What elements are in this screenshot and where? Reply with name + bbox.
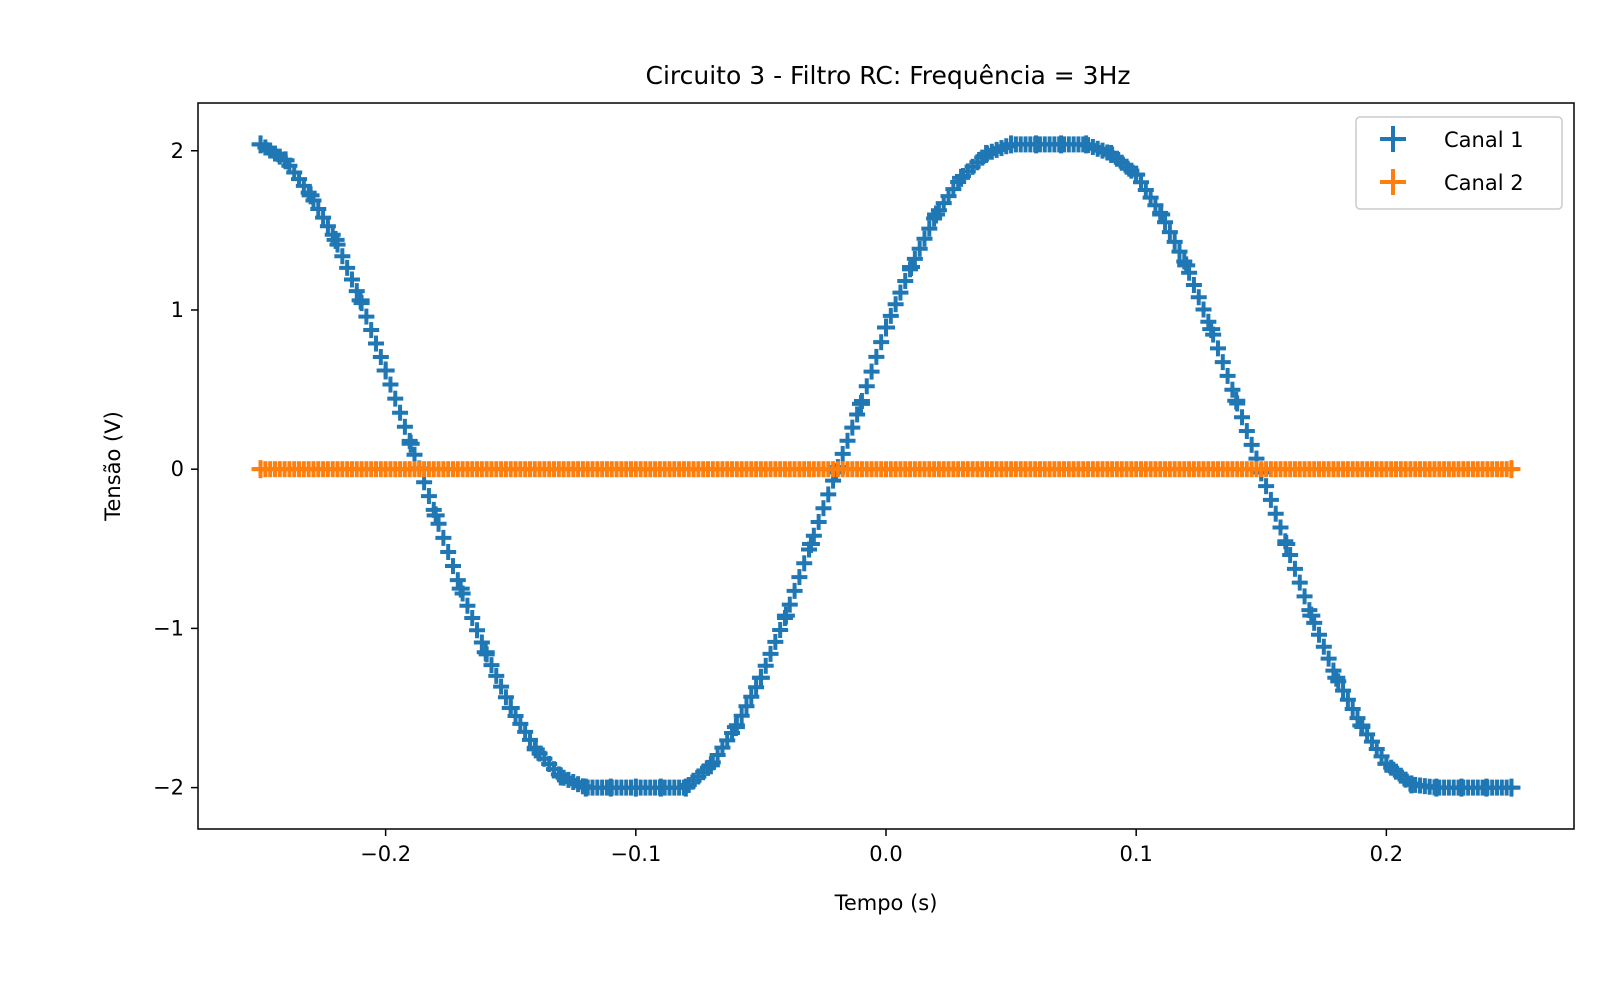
series-layer (251, 135, 1521, 797)
series-trace (252, 136, 1520, 796)
legend-entry-canal-1: Canal 1 (1380, 126, 1524, 152)
x-tick-label: 0.1 (1119, 842, 1152, 866)
series-canal-2 (251, 460, 1521, 479)
legend-box (1355, 116, 1563, 210)
legend-marker-canal-1 (1380, 126, 1406, 152)
series-canal-1 (251, 135, 1521, 797)
x-axis-label: Tempo (s) (834, 891, 938, 915)
y-axis: −2 −1 0 1 2 (153, 139, 198, 800)
legend-label-canal-1: Canal 1 (1444, 128, 1524, 152)
plot-frame (197, 102, 1575, 830)
y-tick-label: 1 (171, 298, 184, 322)
y-tick-label: −2 (153, 776, 184, 800)
x-tick-label: −0.1 (610, 842, 661, 866)
y-tick-label: 0 (171, 457, 184, 481)
x-tick-label: −0.2 (360, 842, 411, 866)
series-trace (252, 461, 1520, 478)
x-tick-label: 0.2 (1370, 842, 1403, 866)
y-tick-label: 2 (171, 139, 184, 163)
legend-entry-canal-2: Canal 2 (1380, 169, 1524, 195)
chart-title: Circuito 3 - Filtro RC: Frequência = 3Hz (646, 61, 1131, 90)
x-axis: −0.2 −0.1 0.0 0.1 0.2 (360, 829, 1403, 866)
y-tick-label: −1 (153, 616, 184, 640)
legend: Canal 1 Canal 2 (1355, 116, 1563, 210)
x-tick-label: 0.0 (869, 842, 902, 866)
legend-marker-canal-2 (1380, 169, 1406, 195)
y-axis-label: Tensão (V) (101, 411, 125, 522)
legend-label-canal-2: Canal 2 (1444, 171, 1524, 195)
